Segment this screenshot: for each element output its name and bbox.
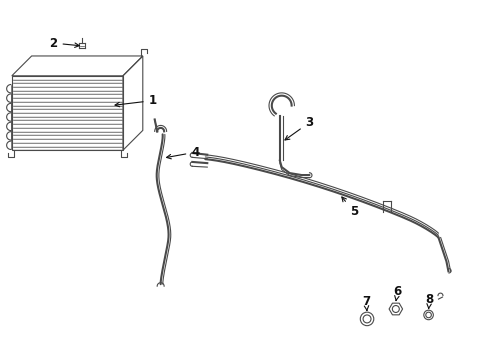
Text: 4: 4 — [166, 146, 199, 159]
Text: 2: 2 — [49, 37, 79, 50]
Text: 8: 8 — [425, 293, 433, 309]
Text: 1: 1 — [115, 94, 157, 107]
Text: 5: 5 — [341, 197, 358, 218]
Text: 7: 7 — [361, 294, 369, 311]
Text: 6: 6 — [393, 285, 401, 301]
Text: 3: 3 — [285, 116, 313, 140]
